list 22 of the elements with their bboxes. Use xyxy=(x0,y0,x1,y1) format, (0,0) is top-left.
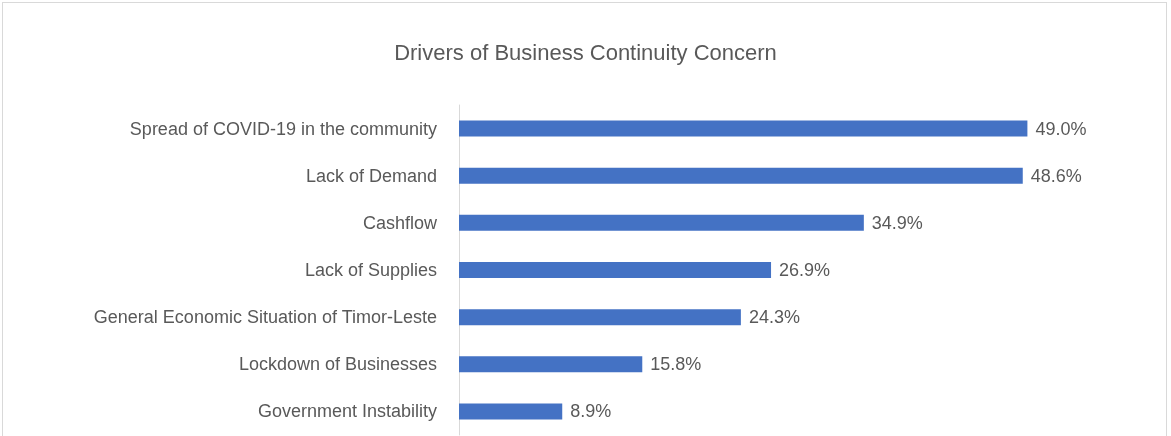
bar xyxy=(459,403,563,420)
y-tick-label: Lockdown of Businesses xyxy=(238,354,437,375)
y-tick-label: Cashflow xyxy=(362,212,438,233)
y-tick-label: Government Instability xyxy=(257,401,437,422)
bar xyxy=(459,214,864,231)
y-tick-label: Lack of Supplies xyxy=(304,260,437,280)
y-tick-label: Spread of COVID-19 in the community xyxy=(129,118,437,139)
data-label: 8.9% xyxy=(570,401,612,422)
chart-title: Drivers of Business Continuity Concern xyxy=(394,39,777,65)
data-label: 26.9% xyxy=(779,260,831,280)
data-label: 34.9% xyxy=(871,212,923,233)
bar xyxy=(459,356,643,373)
bar xyxy=(459,309,741,326)
bar xyxy=(459,167,1023,184)
bar xyxy=(459,120,1028,137)
data-label: 48.6% xyxy=(1030,165,1082,186)
data-label: 15.8% xyxy=(650,354,702,375)
bar xyxy=(459,262,772,278)
data-label: 24.3% xyxy=(748,307,800,328)
data-label: 49.0% xyxy=(1035,118,1087,139)
y-tick-label: General Economic Situation of Timor-Leste xyxy=(93,307,437,328)
y-tick-label: Lack of Demand xyxy=(305,165,437,186)
